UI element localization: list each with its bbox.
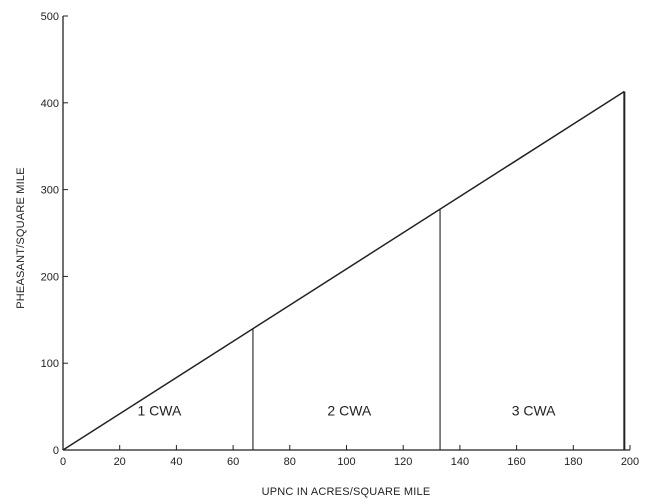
x-tick-label: 180: [564, 456, 582, 468]
x-tick-label: 0: [60, 456, 66, 468]
x-tick-label: 200: [621, 456, 639, 468]
y-axis-label: PHEASANT/SQUARE MILE: [15, 167, 27, 309]
zone-label: 2 CWA: [327, 402, 371, 418]
y-tick-label: 200: [41, 271, 59, 283]
x-tick-label: 60: [227, 456, 239, 468]
x-tick-label: 160: [507, 456, 525, 468]
series-line: [62, 90, 625, 451]
zone-label: 3 CWA: [512, 402, 556, 418]
x-tick-label: 20: [114, 456, 126, 468]
x-axis-label: UPNC IN ACRES/SQUARE MILE: [262, 486, 431, 498]
x-tick-label: 40: [170, 456, 182, 468]
y-tick-label: 300: [41, 185, 59, 197]
y-tick-label: 400: [41, 98, 59, 110]
y-tick-label: 100: [41, 358, 59, 370]
x-tick-label: 100: [337, 456, 355, 468]
chart-marks: [62, 90, 626, 451]
x-tick-label: 140: [451, 456, 469, 468]
y-tick-label: 0: [53, 445, 59, 457]
zone-label: 1 CWA: [137, 402, 181, 418]
x-tick-label: 120: [394, 456, 412, 468]
y-ticks: 0 100 200 300 400 500: [41, 11, 68, 457]
y-tick-label: 500: [41, 11, 59, 23]
x-tick-label: 80: [284, 456, 296, 468]
x-ticks: 0 20 40 60 80 100 120 140 160 180 200: [60, 445, 639, 468]
zone-annotations: 1 CWA 2 CWA 3 CWA: [137, 402, 556, 418]
